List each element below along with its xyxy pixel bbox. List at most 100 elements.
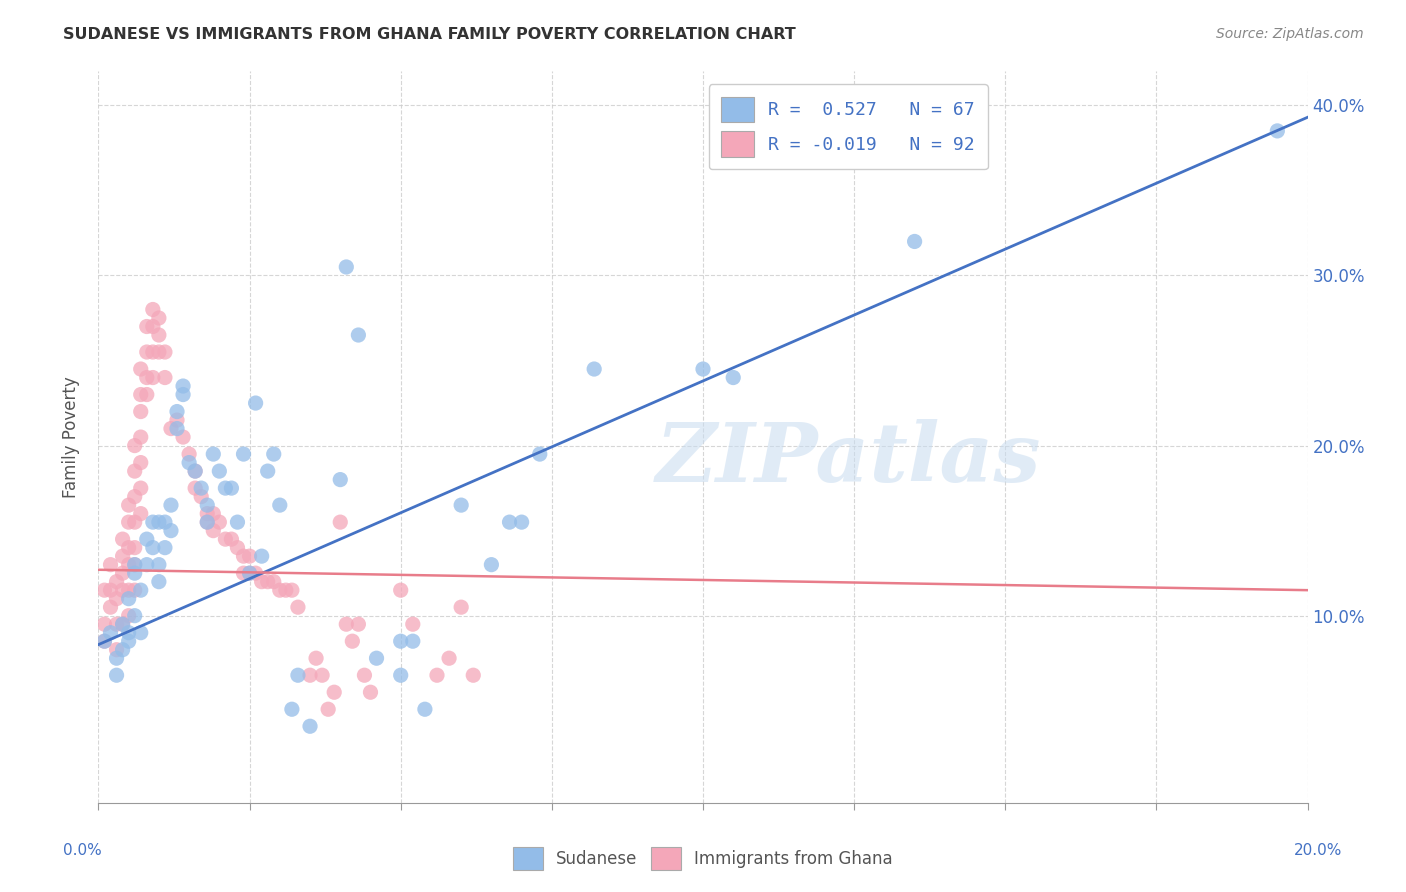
Point bbox=[342, 634, 364, 648]
Text: ZIPatlas: ZIPatlas bbox=[655, 419, 1040, 499]
Point bbox=[250, 574, 273, 589]
Text: SUDANESE VS IMMIGRANTS FROM GHANA FAMILY POVERTY CORRELATION CHART: SUDANESE VS IMMIGRANTS FROM GHANA FAMILY… bbox=[63, 27, 796, 42]
Point bbox=[481, 558, 503, 572]
Point bbox=[129, 507, 152, 521]
Point bbox=[316, 702, 339, 716]
Point bbox=[263, 574, 285, 589]
Point bbox=[323, 685, 346, 699]
Point bbox=[105, 574, 128, 589]
Point bbox=[129, 481, 152, 495]
Point bbox=[311, 668, 333, 682]
Point bbox=[111, 566, 134, 581]
Point bbox=[426, 668, 449, 682]
Point bbox=[142, 541, 165, 555]
Point bbox=[335, 260, 357, 274]
Point bbox=[124, 464, 146, 478]
Point bbox=[142, 319, 165, 334]
Point bbox=[583, 362, 606, 376]
Point bbox=[281, 583, 304, 598]
Point bbox=[529, 447, 551, 461]
Point bbox=[402, 617, 425, 632]
Point bbox=[221, 481, 243, 495]
Point bbox=[195, 498, 218, 512]
Point bbox=[160, 421, 183, 435]
Point bbox=[118, 608, 141, 623]
Point bbox=[287, 668, 309, 682]
Point bbox=[190, 481, 212, 495]
Point bbox=[263, 447, 285, 461]
Point bbox=[450, 600, 472, 615]
Point bbox=[118, 515, 141, 529]
Point bbox=[389, 668, 412, 682]
Point bbox=[239, 549, 262, 563]
Point bbox=[118, 625, 141, 640]
Point bbox=[245, 566, 267, 581]
Point bbox=[142, 515, 165, 529]
Point bbox=[111, 532, 134, 546]
Point bbox=[124, 515, 146, 529]
Point bbox=[118, 541, 141, 555]
Point bbox=[124, 541, 146, 555]
Point bbox=[153, 345, 176, 359]
Point bbox=[129, 625, 152, 640]
Point bbox=[172, 387, 194, 401]
Point bbox=[195, 515, 218, 529]
Point bbox=[1267, 124, 1289, 138]
Point bbox=[118, 591, 141, 606]
Point bbox=[100, 583, 122, 598]
Point bbox=[904, 235, 927, 249]
Point bbox=[353, 668, 375, 682]
Point bbox=[299, 668, 322, 682]
Point bbox=[389, 583, 412, 598]
Point bbox=[172, 379, 194, 393]
Point bbox=[413, 702, 436, 716]
Point bbox=[166, 404, 188, 418]
Point bbox=[202, 524, 225, 538]
Point bbox=[100, 600, 122, 615]
Point bbox=[214, 481, 236, 495]
Point bbox=[184, 464, 207, 478]
Point bbox=[166, 421, 188, 435]
Point bbox=[389, 634, 412, 648]
Point bbox=[232, 566, 254, 581]
Point bbox=[124, 583, 146, 598]
Point bbox=[93, 634, 115, 648]
Point bbox=[124, 558, 146, 572]
Point bbox=[148, 328, 170, 343]
Point bbox=[118, 634, 141, 648]
Point bbox=[269, 498, 291, 512]
Text: 20.0%: 20.0% bbox=[1295, 843, 1343, 858]
Point bbox=[100, 558, 122, 572]
Point bbox=[274, 583, 297, 598]
Point bbox=[124, 558, 146, 572]
Point bbox=[250, 549, 273, 563]
Point bbox=[269, 583, 291, 598]
Point bbox=[124, 608, 146, 623]
Point bbox=[124, 566, 146, 581]
Point bbox=[360, 685, 382, 699]
Point bbox=[153, 370, 176, 384]
Point bbox=[172, 430, 194, 444]
Point bbox=[129, 430, 152, 444]
Point bbox=[208, 515, 231, 529]
Point bbox=[111, 617, 134, 632]
Point bbox=[195, 507, 218, 521]
Point bbox=[347, 328, 370, 343]
Point bbox=[256, 574, 278, 589]
Text: 0.0%: 0.0% bbox=[63, 843, 103, 858]
Point bbox=[118, 498, 141, 512]
Point bbox=[179, 456, 201, 470]
Point bbox=[305, 651, 328, 665]
Point bbox=[129, 387, 152, 401]
Point bbox=[129, 362, 152, 376]
Point bbox=[135, 387, 157, 401]
Point bbox=[184, 464, 207, 478]
Point bbox=[105, 651, 128, 665]
Point bbox=[256, 464, 278, 478]
Point bbox=[148, 558, 170, 572]
Point bbox=[111, 642, 134, 657]
Legend: Sudanese, Immigrants from Ghana: Sudanese, Immigrants from Ghana bbox=[505, 838, 901, 879]
Point bbox=[195, 515, 218, 529]
Point bbox=[329, 515, 352, 529]
Point bbox=[245, 396, 267, 410]
